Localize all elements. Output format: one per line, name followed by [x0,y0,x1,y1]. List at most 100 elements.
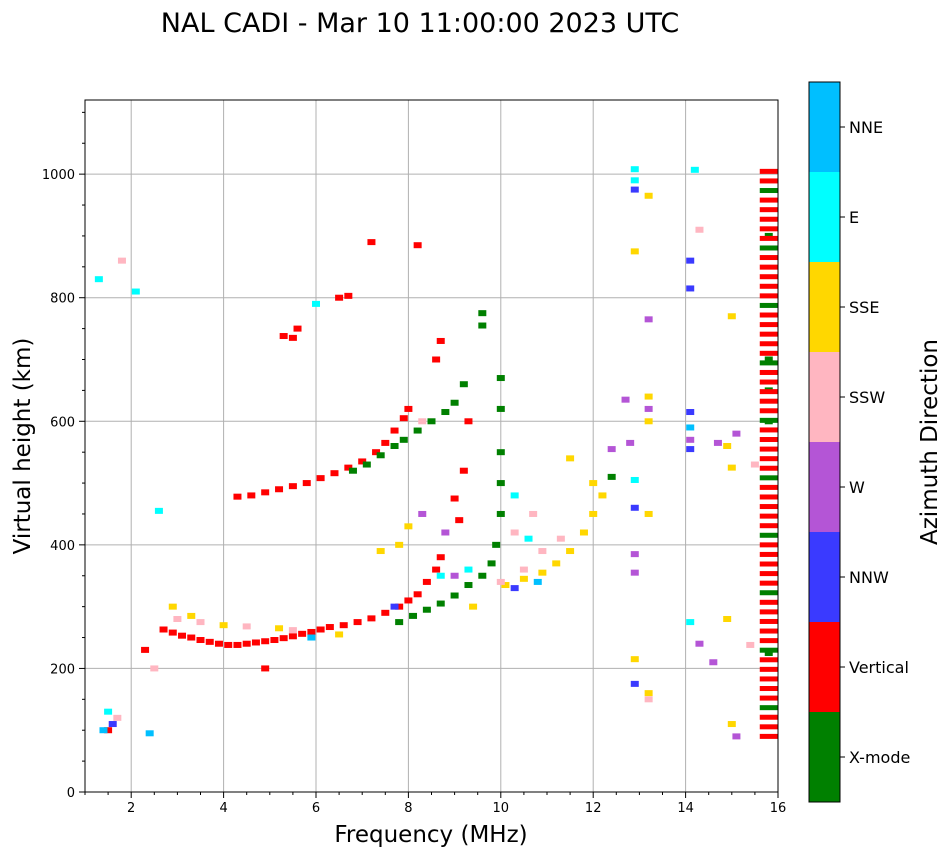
plot-area: 2 4 6 8 10 12 14 16 0 200 400 600 800 1000 [42,99,786,816]
sweep-echo [759,226,778,232]
echo-point-sse [644,192,653,199]
echo-point-vertical [159,626,168,633]
echo-point-vertical [358,458,367,465]
echo-point-x-mode [395,619,404,626]
sweep-echo [759,427,778,433]
sweep-echo [759,341,778,347]
echo-point-e [464,566,473,573]
echo-point-w [686,436,695,443]
x-tick-label: 8 [404,801,412,816]
sweep-echo [759,389,778,395]
echo-point-sse [519,575,528,582]
echo-point-vertical [261,638,270,645]
echo-point-vertical [316,626,325,633]
echo-point-vertical [395,603,404,610]
echo-point-w [607,446,616,453]
echo-point-vertical [214,640,223,647]
echo-point-e [630,166,639,173]
echo-point-nne [686,424,695,431]
echo-point-vertical [141,646,150,653]
echo-point-w [626,439,635,446]
echo-point-sse [589,480,598,487]
sweep-echo [759,379,778,385]
echo-point-vertical [344,292,353,299]
echo-point-vertical [404,405,413,412]
echo-point-w [630,551,639,558]
echo-point-x-mode [348,467,357,474]
plot-background [85,100,778,792]
echo-point-vertical [224,641,233,648]
sweep-echo [759,513,778,519]
sweep-echo [759,456,778,462]
echo-point-vertical [344,464,353,471]
echo-point-vertical [390,427,399,434]
colorbar-segment [809,622,840,712]
echo-point-x-mode [427,418,436,425]
echo-point-sse [579,529,588,536]
echo-point-w [418,510,427,517]
echo-point-vertical [251,639,260,646]
echo-point-sse [376,548,385,555]
echo-point-x-mode [478,310,487,317]
echo-point-sse [566,548,575,555]
echo-point-nnw [108,721,117,728]
echo-point-vertical [436,337,445,344]
echo-point-sse [275,625,284,632]
echo-point-w [621,396,630,403]
echo-point-vertical [233,641,242,648]
echo-point-x-mode [496,510,505,517]
echo-point-vertical [432,566,441,573]
echo-point-x-mode [422,606,431,613]
echo-point-x-mode [450,592,459,599]
echo-point-nnw [630,186,639,193]
echo-point-vertical [436,554,445,561]
echo-point-nne [307,634,316,641]
echo-point-nnw [390,603,399,610]
sweep-echo [759,293,778,299]
echo-point-vertical [372,449,381,456]
echo-point-x-mode [478,572,487,579]
echo-point-sse [395,541,404,548]
y-tick-label: 400 [50,539,75,554]
colorbar-frame [808,81,841,803]
echo-point-ssw [418,418,427,425]
echo-point-sse [335,631,344,638]
y-tick-label: 600 [50,415,75,430]
sweep-echo [759,532,778,538]
colorbar-segment [809,82,840,172]
echo-point-ssw [538,548,547,555]
echo-point-e [690,166,699,173]
echo-point-w [709,659,718,666]
echo-point-w [695,640,704,647]
echo-point-sse [727,464,736,471]
echo-point-x-mode [413,427,422,434]
echo-point-x-mode [362,461,371,468]
echo-point-vertical [279,635,288,642]
echo-point-w [713,439,722,446]
echo-point-ssw [519,566,528,573]
sweep-echo [759,216,778,222]
echo-point-sse [538,569,547,576]
echo-point-vertical [422,578,431,585]
echo-point-e [131,288,140,295]
echo-point-ssw [750,461,759,468]
colorbar-segment [809,442,840,532]
colorbar-segment [809,262,840,352]
y-axis-ticks: 0 200 400 600 800 1000 [42,111,85,801]
echo-point-vertical [302,480,311,487]
colorbar-segment [809,532,840,622]
echo-point-vertical [399,415,408,422]
echo-point-x-mode [390,443,399,449]
echo-point-e [104,708,113,715]
colorbar-tick-label: NNW [849,568,889,587]
sweep-echo [759,312,778,318]
echo-point-vertical [450,495,459,502]
echo-point-vertical [168,629,177,636]
echo-point-vertical [339,622,348,629]
x-tick-label: 2 [127,801,135,816]
sweep-echo [759,484,778,490]
echo-point-x-mode [464,582,473,589]
echo-point-vertical [367,239,376,246]
echo-point-w [441,529,450,536]
